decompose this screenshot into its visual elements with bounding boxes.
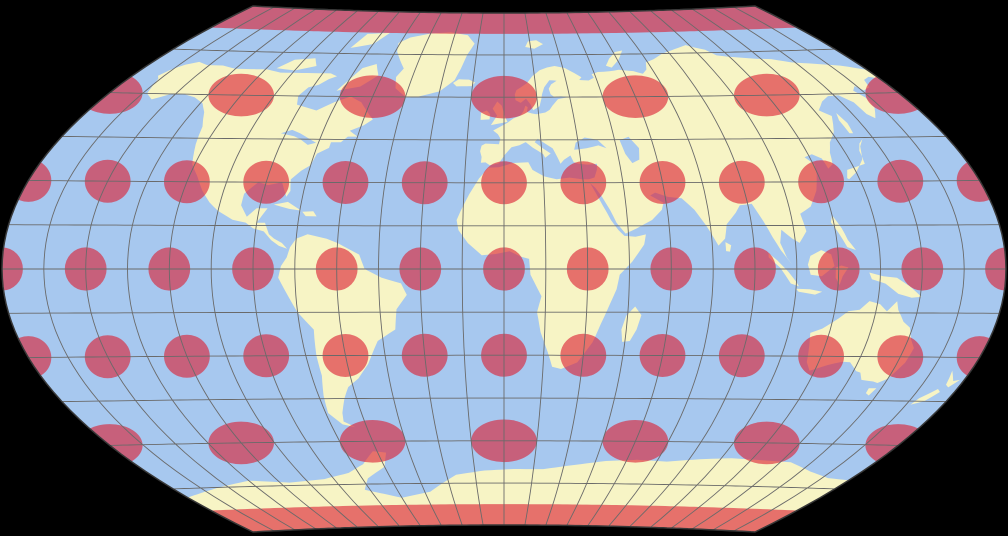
landmass-new-zealand-south xyxy=(910,389,940,405)
landmass-greenland xyxy=(395,32,475,97)
landmass-iceland xyxy=(453,79,476,87)
landmass-north-america xyxy=(147,61,373,249)
landmass-philippines xyxy=(830,215,856,250)
landmass-novaya-zemlya xyxy=(605,50,623,68)
landmass-new-zealand-north xyxy=(946,370,960,388)
parallel-line xyxy=(61,135,947,141)
landmass-sri-lanka xyxy=(725,242,732,252)
parallel-line xyxy=(109,440,899,446)
tissot-circle xyxy=(2,247,23,291)
graticule-layer xyxy=(2,6,1006,532)
landmass-sumatra xyxy=(768,253,799,287)
landmass-java xyxy=(796,288,823,295)
landmass-hispaniola xyxy=(302,211,317,217)
parallel-line xyxy=(8,311,1000,314)
landmass-victoria-island xyxy=(276,58,317,71)
landmass-south-america xyxy=(278,234,407,428)
landmass-madagascar xyxy=(621,306,642,342)
landmass-tasmania xyxy=(865,388,877,396)
parallel-line xyxy=(61,397,947,403)
landmass-ellesmere-island xyxy=(350,32,390,48)
lake-layer xyxy=(280,129,640,164)
landmass-afro-eurasia xyxy=(456,45,880,369)
landmass-japan xyxy=(847,139,865,180)
landmass-sakhalin xyxy=(836,113,854,134)
parallel-line xyxy=(109,92,899,98)
lake-great-lakes xyxy=(280,129,316,145)
map-outline xyxy=(1,5,1007,533)
parallel-line xyxy=(28,179,980,184)
lake-black-sea xyxy=(574,137,607,150)
parallel-line xyxy=(8,224,1000,227)
parallel-line xyxy=(173,482,835,490)
landmass-cuba xyxy=(273,201,302,211)
map-layers xyxy=(2,6,1006,532)
parallel-line xyxy=(173,48,835,56)
parallel-line xyxy=(28,354,980,359)
lake-caspian-sea xyxy=(619,136,640,164)
landmass-new-guinea xyxy=(869,272,922,298)
